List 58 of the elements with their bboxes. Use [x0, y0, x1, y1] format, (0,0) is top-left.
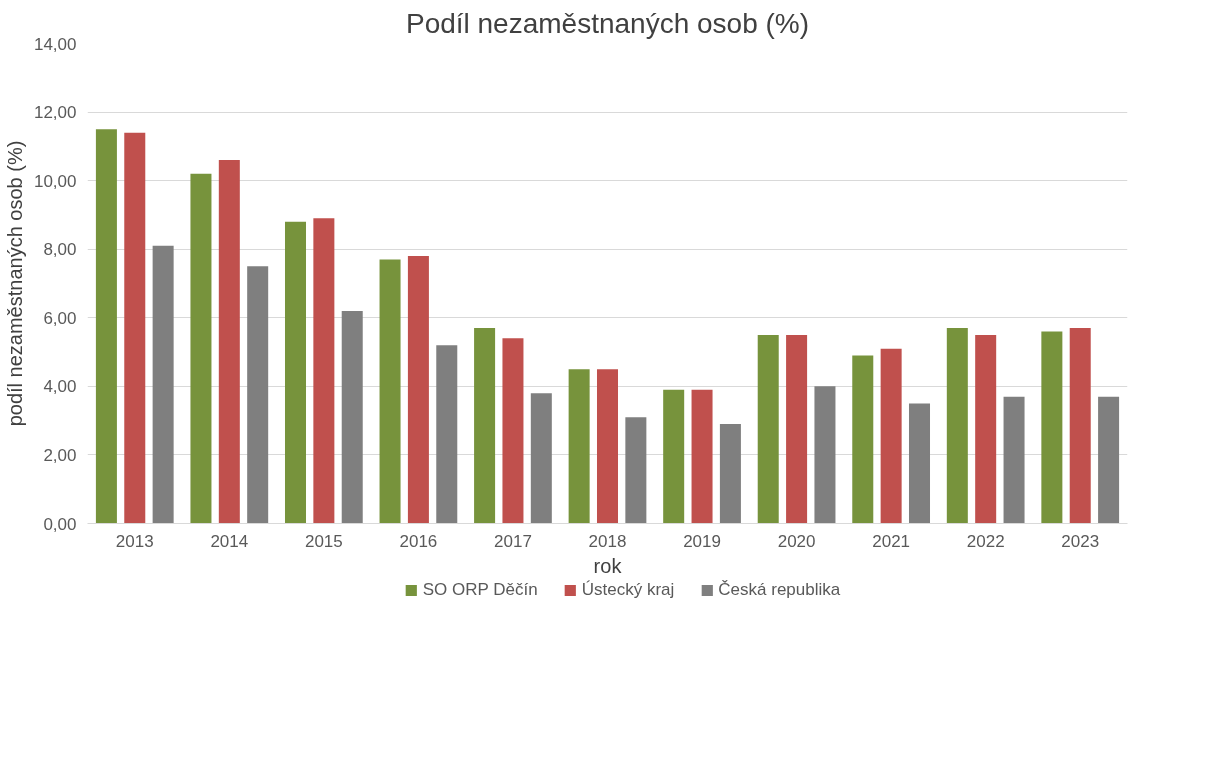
bar	[880, 348, 902, 524]
x-axis-title: rok	[593, 554, 623, 577]
bar	[663, 389, 685, 524]
bar	[502, 338, 524, 524]
x-tick-label: 2014	[210, 531, 249, 551]
x-tick-label: 2017	[494, 531, 532, 551]
x-tick-label: 2015	[304, 531, 343, 551]
x-tick-label: 2016	[399, 531, 438, 551]
x-tick-label: 2022	[966, 531, 1005, 551]
bar	[474, 328, 496, 524]
bar	[1069, 328, 1091, 524]
bar	[568, 369, 590, 524]
bar	[691, 389, 713, 524]
bar	[313, 218, 335, 524]
legend-label: SO ORP Děčín	[422, 579, 538, 600]
y-tick-label: 0,00	[43, 514, 77, 534]
y-tick-label: 14,00	[33, 34, 77, 54]
bar	[218, 160, 240, 524]
bar	[284, 221, 307, 524]
bar	[757, 334, 779, 524]
bar	[152, 245, 174, 524]
y-tick-label: 12,00	[33, 103, 77, 123]
x-tick-label: 2021	[872, 531, 911, 551]
bar	[1041, 331, 1063, 524]
y-tick-label: 6,00	[43, 308, 77, 328]
bar	[596, 369, 619, 524]
x-tick-label: 2019	[683, 531, 721, 551]
bar	[852, 355, 874, 524]
bar	[124, 132, 146, 524]
bar	[946, 328, 968, 524]
bar	[908, 403, 931, 524]
bar	[530, 393, 552, 524]
x-tick-label: 2023	[1061, 531, 1100, 551]
bar	[407, 256, 429, 524]
bar	[1098, 396, 1120, 524]
y-tick-label: 4,00	[43, 377, 77, 397]
bar	[625, 417, 647, 524]
x-tick-label: 2013	[115, 531, 154, 551]
bar	[247, 266, 269, 524]
bar	[379, 259, 401, 524]
y-tick-label: 2,00	[43, 445, 77, 465]
bar	[436, 345, 458, 524]
chart-title: Podíl nezaměstnaných osob (%)	[405, 7, 810, 39]
legend-label: Česká republika	[718, 579, 841, 600]
bar	[975, 334, 997, 524]
y-tick-label: 8,00	[43, 240, 77, 260]
legend-label: Ústecký kraj	[581, 579, 675, 600]
y-axis-title: podíl nezaměstnaných osob (%)	[3, 140, 26, 427]
bar	[341, 310, 363, 524]
y-tick-label: 10,00	[33, 171, 77, 191]
x-tick-label: 2018	[588, 531, 627, 551]
bar	[95, 129, 117, 524]
bar	[1003, 396, 1025, 524]
bar	[814, 386, 836, 524]
bar	[190, 173, 212, 524]
bar	[719, 424, 741, 524]
x-tick-label: 2020	[777, 531, 816, 551]
bar	[786, 334, 808, 524]
